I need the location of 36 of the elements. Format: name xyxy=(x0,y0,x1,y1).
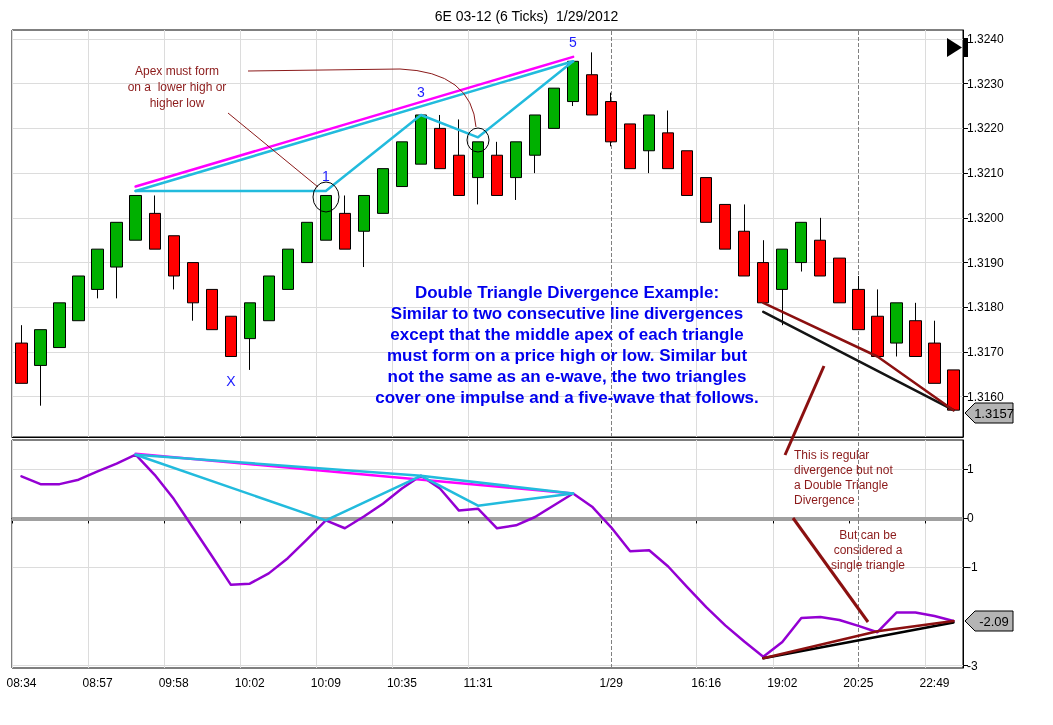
x-tick-label: 09:58 xyxy=(158,676,190,690)
x-tick-label: 08:57 xyxy=(82,676,113,690)
chart-title: 6E 03-12 (6 Ticks) 1/29/2012 xyxy=(434,8,619,24)
annotation: 3 xyxy=(417,84,426,100)
y-tick-label: 1.3170 xyxy=(967,345,1005,360)
x-tick-label: 16:16 xyxy=(691,676,722,690)
x-tick-label: 10:02 xyxy=(234,676,266,690)
y-tick-label: 1.3220 xyxy=(967,121,1005,136)
y-tick-label: -3 xyxy=(967,658,978,673)
x-tick-label: 19:02 xyxy=(767,676,798,690)
x-tick-label: 20:25 xyxy=(843,676,874,690)
x-tick-label: 22:49 xyxy=(919,676,950,690)
y-tick-label: 1.3210 xyxy=(967,166,1005,181)
y-tick-label: -1 xyxy=(967,560,978,575)
x-tick-label: 1/29 xyxy=(599,676,624,690)
text: -2.09 xyxy=(979,613,1009,629)
x-tick-label: 10:35 xyxy=(386,676,418,690)
text: 1.3157 xyxy=(974,405,1014,421)
annotation: But can be considered a single triangle xyxy=(830,528,906,572)
annotation: Double Triangle Divergence Example: Similar to two consecutive line divergences except that the middle apex of each triangle must form on a price high or low. Similar but not the same as an e-wave, the two triangles cover one impulse and a five-wave that follows. xyxy=(375,283,759,407)
y-tick-label: 1.3200 xyxy=(967,210,1005,225)
annotation: 1 xyxy=(322,168,331,184)
annotation: 5 xyxy=(569,34,578,50)
annotation: This is regular divergence but not a Double Triangle Divergence xyxy=(794,447,894,507)
y-tick-label: 1.3160 xyxy=(967,389,1005,404)
x-tick-label: 10:09 xyxy=(310,676,342,690)
y-tick-label: 0 xyxy=(967,511,974,526)
y-tick-label: 1.3230 xyxy=(967,76,1005,91)
y-tick-label: 1.3180 xyxy=(967,300,1005,315)
y-tick-label: 1.3240 xyxy=(967,31,1005,46)
x-tick-label: 08:34 xyxy=(6,676,37,690)
annotation: X xyxy=(226,373,237,389)
y-tick-label: 1.3190 xyxy=(967,255,1005,270)
x-tick-label: 11:31 xyxy=(463,676,493,690)
y-tick-label: 1 xyxy=(967,462,974,477)
annotation: Apex must form on a lower high or higher low xyxy=(127,64,227,110)
